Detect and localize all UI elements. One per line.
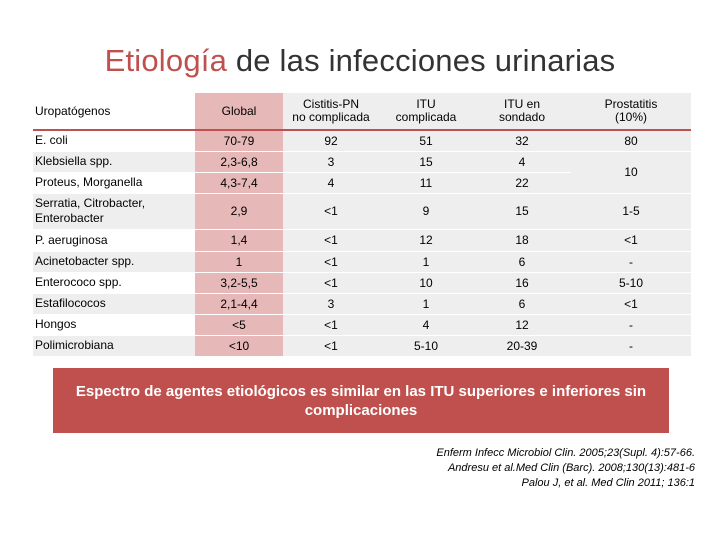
row-label: Klebsiella spp. <box>33 151 195 173</box>
cell-prostatitis: 5-10 <box>571 272 691 294</box>
table-row: Klebsiella spp. 2,3-6,8 3 15 4 10 <box>33 151 691 194</box>
cell-itu-sondado: 22 <box>473 172 571 194</box>
cell-cistitis: <1 <box>283 193 379 230</box>
cell-prostatitis: <1 <box>571 229 691 252</box>
cell-cistitis: 4 <box>283 172 379 194</box>
cell-prostatitis: 1-5 <box>571 193 691 230</box>
cell-cistitis: 3 <box>283 293 379 315</box>
title-accent: Etiología <box>104 43 228 78</box>
cell-itu-sondado: 16 <box>473 272 571 294</box>
reference-line: Enferm Infecc Microbiol Clin. 2005;23(Su… <box>436 447 695 459</box>
reference-line: Palou J, et al. Med Clin 2011; 136:1 <box>521 477 695 489</box>
cell-itu-complicada: 51 <box>379 130 473 152</box>
table-row: Hongos <5 <1 4 12 - <box>33 314 691 336</box>
cell-itu-complicada: 12 <box>379 229 473 252</box>
cell-itu-complicada: 4 <box>379 314 473 336</box>
cell-itu-sondado: 20-39 <box>473 335 571 357</box>
reference-line: Andresu et al.Med Clin (Barc). 2008;130(… <box>447 462 695 474</box>
row-label: Hongos <box>33 314 195 336</box>
row-label: Acinetobacter spp. <box>33 251 195 273</box>
cell-global: <5 <box>195 314 283 336</box>
row-label: Enterococo spp. <box>33 272 195 294</box>
references: Enferm Infecc Microbiol Clin. 2005;23(Su… <box>436 446 695 491</box>
cell-itu-complicada: 15 <box>379 151 473 173</box>
cell-prostatitis: 10 <box>571 151 691 194</box>
row-label: Proteus, Morganella <box>33 172 195 194</box>
row-label: Estafilococos <box>33 293 195 315</box>
cell-global: 1,4 <box>195 229 283 252</box>
cell-prostatitis: <1 <box>571 293 691 315</box>
cell-itu-sondado: 32 <box>473 130 571 152</box>
etiology-table: Uropatógenos Global Cistitis-PN no compl… <box>33 93 691 357</box>
cell-itu-complicada: 11 <box>379 172 473 194</box>
cell-itu-sondado: 12 <box>473 314 571 336</box>
cell-prostatitis: 80 <box>571 130 691 152</box>
row-label: E. coli <box>33 130 195 152</box>
table-row: Acinetobacter spp. 1 <1 1 6 - <box>33 251 691 273</box>
cell-itu-sondado: 4 <box>473 151 571 173</box>
cell-global: 70-79 <box>195 130 283 152</box>
cell-itu-complicada: 9 <box>379 193 473 230</box>
header-itu-complicada: ITU complicada <box>379 93 473 131</box>
table-row: E. coli 70-79 92 51 32 80 <box>33 130 691 152</box>
cell-cistitis: <1 <box>283 272 379 294</box>
cell-global: 1 <box>195 251 283 273</box>
cell-cistitis: <1 <box>283 314 379 336</box>
summary-banner: Espectro de agentes etiológicos es simil… <box>53 368 669 433</box>
table-row: Serratia, Citrobacter, Enterobacter 2,9 … <box>33 193 691 230</box>
cell-itu-complicada: 1 <box>379 251 473 273</box>
table-row: Polimicrobiana <10 <1 5-10 20-39 - <box>33 335 691 357</box>
cell-global: 2,3-6,8 <box>195 151 283 173</box>
cell-global: 3,2-5,5 <box>195 272 283 294</box>
cell-cistitis: 3 <box>283 151 379 173</box>
header-cistitis: Cistitis-PN no complicada <box>283 93 379 131</box>
page-title: Etiología de las infecciones urinarias <box>0 43 720 79</box>
cell-global: 2,1-4,4 <box>195 293 283 315</box>
row-label: P. aeruginosa <box>33 229 195 252</box>
cell-cistitis: <1 <box>283 335 379 357</box>
table-row: Enterococo spp. 3,2-5,5 <1 10 16 5-10 <box>33 272 691 294</box>
cell-prostatitis: - <box>571 251 691 273</box>
cell-prostatitis: - <box>571 335 691 357</box>
cell-itu-sondado: 15 <box>473 193 571 230</box>
cell-global: 2,9 <box>195 193 283 230</box>
cell-itu-sondado: 18 <box>473 229 571 252</box>
cell-cistitis: 92 <box>283 130 379 152</box>
cell-itu-sondado: 6 <box>473 293 571 315</box>
cell-prostatitis: - <box>571 314 691 336</box>
cell-cistitis: <1 <box>283 229 379 252</box>
row-label: Polimicrobiana <box>33 335 195 357</box>
cell-cistitis: <1 <box>283 251 379 273</box>
header-global: Global <box>195 93 283 131</box>
cell-global: <10 <box>195 335 283 357</box>
table-row: Estafilococos 2,1-4,4 3 1 6 <1 <box>33 293 691 315</box>
cell-global: 4,3-7,4 <box>195 172 283 194</box>
header-prostatitis: Prostatitis (10%) <box>571 93 691 131</box>
table-row: P. aeruginosa 1,4 <1 12 18 <1 <box>33 229 691 252</box>
table-header-row: Uropatógenos Global Cistitis-PN no compl… <box>33 93 691 131</box>
cell-itu-sondado: 6 <box>473 251 571 273</box>
header-uropatogenos: Uropatógenos <box>33 93 195 131</box>
table-row: Proteus, Morganella 4,3-7,4 4 11 22 <box>33 172 691 194</box>
row-label: Serratia, Citrobacter, Enterobacter <box>33 193 195 230</box>
header-itu-sondado: ITU en sondado <box>473 93 571 131</box>
cell-itu-complicada: 1 <box>379 293 473 315</box>
cell-itu-complicada: 5-10 <box>379 335 473 357</box>
title-rest: de las infecciones urinarias <box>227 43 616 78</box>
cell-itu-complicada: 10 <box>379 272 473 294</box>
